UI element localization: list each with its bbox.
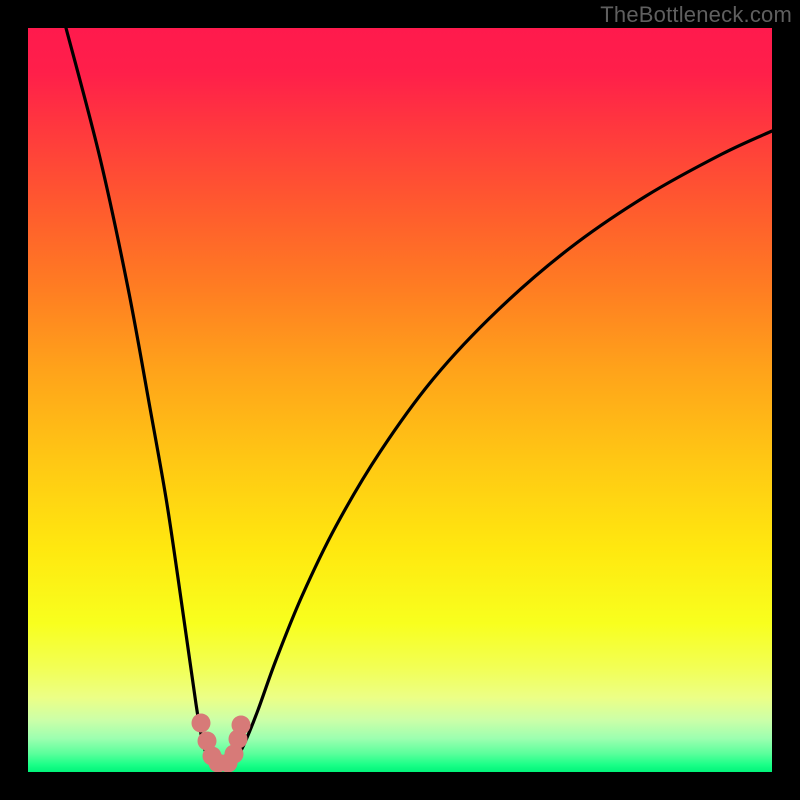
- marker-point: [232, 716, 251, 735]
- markers-group: [192, 714, 251, 773]
- curve-left: [66, 28, 214, 764]
- marker-point: [192, 714, 211, 733]
- chart-root: TheBottleneck.com: [0, 0, 800, 800]
- watermark-text: TheBottleneck.com: [600, 2, 792, 28]
- plot-area: [28, 28, 772, 772]
- curve-right: [232, 131, 772, 764]
- curves-layer: [28, 28, 772, 772]
